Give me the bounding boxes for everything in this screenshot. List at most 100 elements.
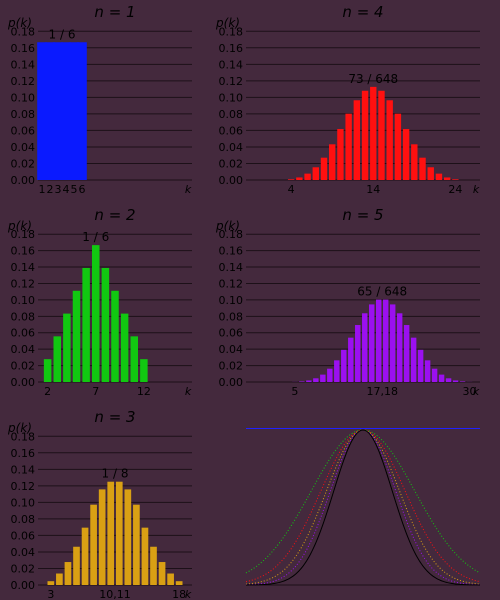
bar	[321, 158, 327, 180]
y-tick-label: 0.06	[11, 124, 36, 137]
y-tick-label: 0.02	[219, 360, 244, 373]
bar	[102, 268, 110, 382]
y-axis-label: p(k)	[215, 219, 240, 233]
x-tick-label: 5	[71, 183, 78, 196]
bar	[362, 91, 368, 180]
bar	[425, 360, 430, 382]
y-tick-label: 0.04	[11, 343, 36, 356]
bar	[150, 547, 157, 585]
bar	[418, 350, 423, 382]
x-axis-label: k	[185, 385, 192, 398]
y-tick-label: 0.08	[219, 108, 244, 121]
y-tick-label: 0.00	[11, 174, 36, 187]
y-tick-label: 0.08	[11, 513, 36, 526]
bar	[159, 562, 166, 585]
y-tick-label: 0.06	[219, 124, 244, 137]
bar	[306, 380, 311, 382]
x-tick-label: 17,18	[366, 385, 398, 398]
y-tick-label: 0.02	[219, 157, 244, 170]
x-axis-label: k	[185, 183, 192, 196]
bar	[453, 380, 458, 382]
y-tick-label: 0.02	[11, 157, 36, 170]
bar	[444, 177, 450, 180]
bar	[44, 359, 52, 382]
y-tick-label: 0.12	[11, 277, 36, 290]
bar	[56, 574, 63, 585]
y-tick-label: 0.10	[11, 91, 36, 104]
bar	[376, 300, 381, 382]
x-tick-label: 24	[448, 183, 462, 196]
x-tick-label: 2	[47, 183, 54, 196]
y-tick-label: 0.00	[11, 579, 36, 592]
y-tick-label: 0.14	[219, 261, 244, 274]
bar	[288, 179, 294, 180]
x-tick-label: 4	[63, 183, 70, 196]
bar	[142, 528, 149, 585]
peak-annotation: 1 / 8	[102, 467, 129, 481]
bar	[65, 562, 72, 585]
y-tick-label: 0.16	[11, 447, 36, 460]
bar	[354, 100, 360, 180]
y-tick-label: 0.16	[219, 245, 244, 258]
bar	[133, 505, 140, 585]
y-tick-label: 0.10	[11, 294, 36, 307]
bar	[99, 489, 106, 585]
x-tick-label: 2	[44, 385, 51, 398]
y-tick-label: 0.14	[219, 58, 244, 71]
y-tick-label: 0.06	[11, 327, 36, 340]
bar	[304, 174, 310, 180]
bar	[82, 268, 90, 382]
y-tick-label: 0.16	[219, 42, 244, 55]
y-tick-label: 0.16	[11, 245, 36, 258]
bar	[386, 100, 392, 180]
peak-annotation: 73 / 648	[348, 72, 398, 86]
bar	[176, 581, 183, 585]
chart-title: n = 2	[94, 206, 135, 224]
bar	[313, 378, 318, 382]
x-tick-label: 1	[39, 183, 46, 196]
bar	[436, 174, 442, 180]
x-tick-label: 3	[55, 183, 62, 196]
bar	[397, 313, 402, 382]
chart-title: n = 1	[94, 3, 135, 21]
y-tick-label: 0.00	[11, 376, 36, 389]
bar	[140, 359, 148, 382]
peak-annotation: 1 / 6	[82, 230, 109, 244]
bar	[390, 304, 395, 382]
peak-annotation: 65 / 648	[357, 285, 407, 299]
bar	[327, 369, 332, 382]
chart-title: n = 5	[342, 206, 383, 224]
x-tick-label: 5	[291, 385, 298, 398]
bar	[47, 581, 54, 585]
y-tick-label: 0.04	[219, 343, 244, 356]
bar	[395, 114, 401, 180]
y-tick-label: 0.14	[11, 261, 36, 274]
bar	[53, 336, 61, 382]
bar	[403, 129, 409, 180]
y-tick-label: 0.12	[11, 75, 36, 88]
y-tick-label: 0.08	[219, 310, 244, 323]
bar	[111, 291, 119, 382]
bar	[439, 375, 444, 382]
bar	[320, 375, 325, 382]
bar	[107, 482, 114, 585]
y-tick-label: 0.06	[219, 327, 244, 340]
bar	[345, 114, 351, 180]
y-tick-label: 0.14	[11, 58, 36, 71]
y-tick-label: 0.02	[11, 562, 36, 575]
y-tick-label: 0.12	[11, 480, 36, 493]
bar	[90, 505, 97, 585]
x-axis-label: k	[473, 183, 480, 196]
bar	[428, 167, 434, 180]
bar	[63, 314, 71, 382]
bar	[337, 129, 343, 180]
chart-panel-4: 0.00 0.02 0.04 0.06 0.08 0.10 0.12 0.14 0.16 0.18…	[215, 3, 480, 196]
bar	[378, 91, 384, 180]
bar	[452, 179, 458, 180]
chart-title: n = 3	[94, 408, 135, 426]
y-tick-label: 0.10	[219, 294, 244, 307]
bar	[419, 158, 425, 180]
plot-area	[38, 428, 192, 585]
x-tick-label: 6	[79, 183, 86, 196]
